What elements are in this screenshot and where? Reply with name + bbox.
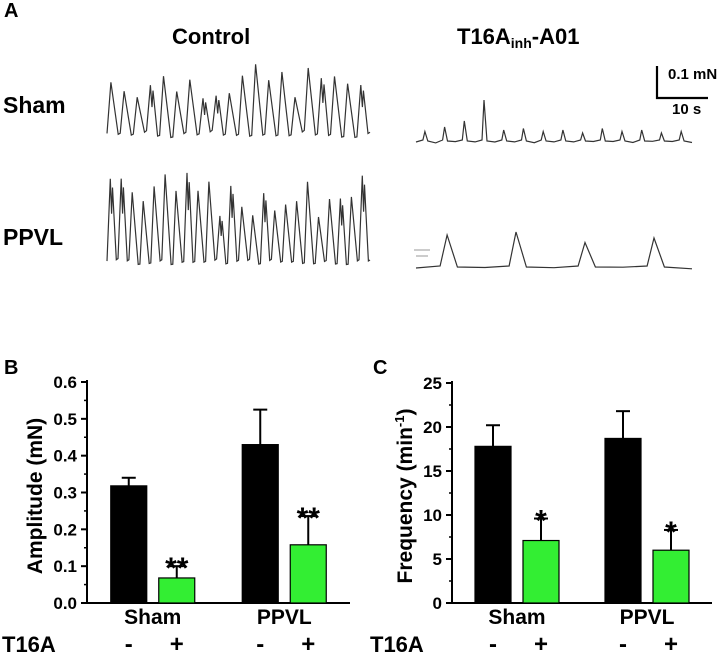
row-label-ppvl: PPVL xyxy=(3,224,64,250)
bar-ppvl-plus xyxy=(652,549,690,604)
trace-sham-control xyxy=(106,64,371,139)
y-tick-label: 25 xyxy=(423,374,442,393)
y-tick-label: 10 xyxy=(423,506,442,525)
y-tick-label: 0.3 xyxy=(53,484,77,503)
trace-artifact-marks xyxy=(414,249,430,257)
trace-sham-t16a xyxy=(415,99,693,144)
y-tick-label: 0 xyxy=(433,594,442,613)
y-tick-label: 15 xyxy=(423,462,442,481)
chart-amplitude: 0.00.10.20.30.40.50.6-**+Sham-**+PPVL xyxy=(53,373,350,658)
treatment-sign: - xyxy=(256,631,264,658)
y-tick-label: 0.4 xyxy=(53,447,77,466)
bar-ppvl-minus xyxy=(604,437,642,604)
y-tick-label: 0.0 xyxy=(53,594,77,613)
panel-letter-a: A xyxy=(4,0,19,22)
treatment-sign: + xyxy=(170,631,184,658)
trace-ppvl-control xyxy=(106,172,371,266)
treatment-sign: - xyxy=(489,631,497,658)
control-title: Control xyxy=(172,24,251,49)
bar-sham-minus xyxy=(474,445,512,604)
significance-mark: ** xyxy=(165,552,189,585)
treatment-sign: + xyxy=(534,631,548,658)
y-axis-title-frequency: Frequency (min-1) xyxy=(392,409,417,584)
category-label-ppvl: PPVL xyxy=(620,606,675,629)
significance-mark: ** xyxy=(297,502,321,535)
category-label-sham: Sham xyxy=(488,606,545,629)
treatment-sign: + xyxy=(301,631,315,658)
panel-letter-c: C xyxy=(373,357,388,379)
scale-time-label: 10 s xyxy=(672,101,702,118)
t16a-title: T16Ainh-A01 xyxy=(457,24,580,51)
y-tick-label: 0.1 xyxy=(53,557,77,576)
trace-group xyxy=(106,64,693,270)
bar-ppvl-minus xyxy=(241,444,279,604)
category-label-ppvl: PPVL xyxy=(257,606,312,629)
y-tick-label: 0.5 xyxy=(53,410,77,429)
trace-ppvl-t16a xyxy=(415,231,693,270)
treatment-sign: + xyxy=(664,631,678,658)
y-tick-label: 5 xyxy=(433,550,442,569)
y-tick-label: 0.2 xyxy=(53,520,77,539)
significance-mark: * xyxy=(535,505,547,538)
significance-mark: * xyxy=(665,516,677,549)
panel-letter-b: B xyxy=(4,357,19,379)
y-axis-title-amplitude: Amplitude (mN) xyxy=(24,418,47,574)
treatment-label-c: T16A xyxy=(370,632,424,657)
category-label-sham: Sham xyxy=(124,606,181,629)
scale-bar xyxy=(655,66,708,100)
treatment-sign: - xyxy=(125,631,133,658)
bar-sham-minus xyxy=(110,485,148,604)
bar-sham-plus xyxy=(522,539,560,604)
y-tick-label: 0.6 xyxy=(53,373,77,392)
treatment-sign: - xyxy=(619,631,627,658)
row-label-sham: Sham xyxy=(3,92,66,118)
scale-force-label: 0.1 mN xyxy=(668,66,718,83)
bar-ppvl-plus xyxy=(289,544,327,604)
y-tick-label: 20 xyxy=(423,418,442,437)
treatment-label: T16A xyxy=(2,632,56,657)
